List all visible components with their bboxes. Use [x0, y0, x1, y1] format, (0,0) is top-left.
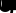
Text: 13: 13: [14, 0, 16, 12]
